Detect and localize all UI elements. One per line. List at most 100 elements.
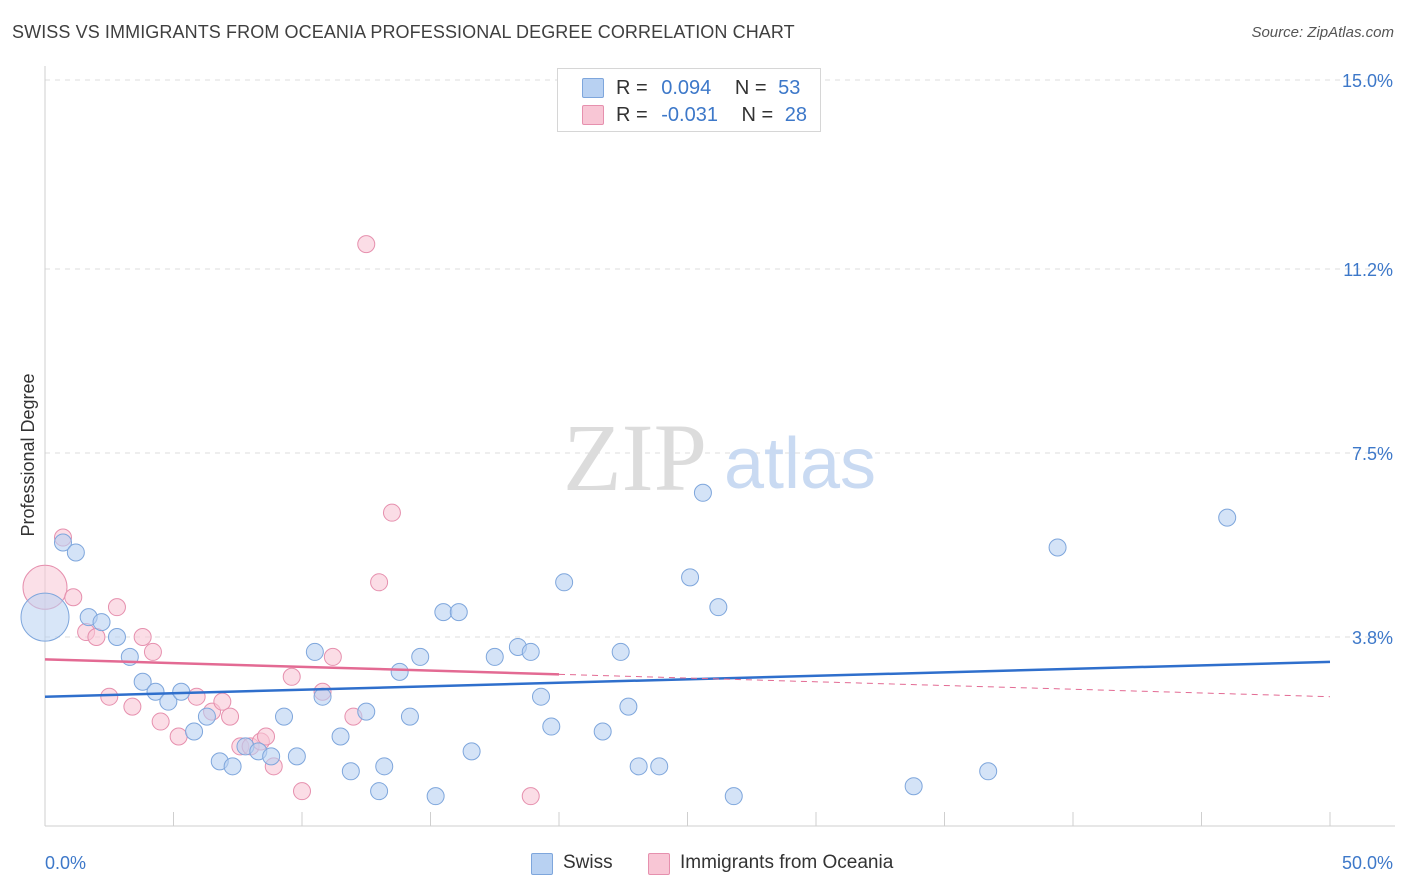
n-label: N = bbox=[741, 104, 774, 126]
swiss-point bbox=[341, 762, 360, 781]
y-tick-label: 15.0% bbox=[1342, 71, 1393, 91]
swiss-point bbox=[400, 707, 419, 726]
oceania-point bbox=[133, 628, 152, 647]
n-value: 53 bbox=[778, 77, 801, 99]
oceania-point bbox=[64, 588, 83, 607]
y-tick-label: 3.8% bbox=[1352, 628, 1393, 648]
y-axis-label: Professional Degree bbox=[18, 373, 38, 536]
oceania-point bbox=[213, 692, 232, 711]
swiss-point bbox=[1218, 508, 1237, 527]
trend-lines bbox=[44, 658, 1331, 698]
oceania-point bbox=[357, 235, 376, 254]
swiss-point bbox=[693, 483, 712, 502]
watermark: ZIP atlas bbox=[563, 404, 876, 511]
oceania-point bbox=[169, 727, 188, 746]
oceania-point bbox=[87, 628, 106, 647]
swiss-point bbox=[724, 787, 743, 806]
swiss-point bbox=[275, 707, 294, 726]
swiss-swatch bbox=[531, 853, 553, 875]
y-tick-label: 7.5% bbox=[1352, 444, 1393, 464]
legend-label-oceania: Immigrants from Oceania bbox=[680, 852, 894, 873]
swiss-point bbox=[709, 598, 728, 617]
oceania-point bbox=[100, 687, 119, 706]
swiss-swatch bbox=[582, 78, 604, 98]
swiss-point bbox=[92, 613, 111, 632]
n-label: N = bbox=[734, 77, 767, 99]
swiss-point bbox=[313, 687, 332, 706]
swiss-point bbox=[357, 702, 376, 721]
swiss-point bbox=[107, 628, 126, 647]
swiss-point bbox=[426, 787, 445, 806]
oceania-point bbox=[323, 647, 342, 666]
swiss-point bbox=[1048, 538, 1067, 557]
chart-title: SWISS VS IMMIGRANTS FROM OCEANIA PROFESS… bbox=[12, 22, 795, 42]
oceania-point bbox=[521, 787, 540, 806]
oceania-trend-extension bbox=[558, 673, 1331, 698]
n-value: 28 bbox=[784, 104, 808, 126]
swiss-point bbox=[532, 687, 551, 706]
swiss-point bbox=[375, 757, 394, 776]
swiss-point bbox=[146, 682, 165, 701]
oceania-point bbox=[143, 642, 162, 661]
r-value: -0.031 bbox=[661, 104, 718, 126]
swiss-point bbox=[542, 717, 561, 736]
oceania-point bbox=[187, 687, 206, 706]
watermark-zip: ZIP bbox=[563, 404, 707, 511]
x-tick-label-min: 0.0% bbox=[45, 853, 86, 873]
swiss-point bbox=[390, 662, 409, 681]
swiss-point bbox=[185, 722, 204, 741]
swiss-trend-line bbox=[44, 660, 1331, 698]
swiss-point bbox=[462, 742, 481, 761]
oceania-point bbox=[123, 697, 142, 716]
oceania-point bbox=[382, 503, 401, 522]
swiss-point bbox=[370, 782, 389, 801]
watermark-atlas: atlas bbox=[724, 424, 876, 504]
swiss-point bbox=[53, 533, 72, 552]
source-label: Source: ZipAtlas.com bbox=[1251, 24, 1394, 41]
swiss-point bbox=[904, 777, 923, 796]
swiss-point bbox=[521, 642, 540, 661]
oceania-point bbox=[151, 712, 170, 731]
swiss-point bbox=[331, 727, 350, 746]
swiss-point bbox=[197, 707, 216, 726]
r-label: R = bbox=[616, 104, 648, 126]
swiss-point bbox=[681, 568, 700, 587]
legend-label-swiss: Swiss bbox=[563, 852, 613, 873]
axes bbox=[44, 66, 1395, 827]
oceania-trend-line bbox=[44, 658, 560, 676]
swiss-point bbox=[593, 722, 612, 741]
swiss-point bbox=[611, 642, 630, 661]
swiss-point bbox=[305, 642, 324, 661]
swiss-point bbox=[449, 603, 468, 622]
grid-lines bbox=[45, 79, 1395, 638]
swiss-point bbox=[555, 573, 574, 592]
swiss-point bbox=[629, 757, 648, 776]
oceania-point bbox=[257, 727, 276, 746]
swiss-point bbox=[619, 697, 638, 716]
swiss-point bbox=[485, 647, 504, 666]
oceania-point bbox=[282, 667, 301, 686]
oceania-point bbox=[293, 782, 311, 801]
r-label: R = bbox=[616, 77, 648, 99]
swiss-point bbox=[287, 747, 306, 766]
y-tick-label: 11.2% bbox=[1343, 260, 1393, 280]
oceania-point bbox=[221, 707, 240, 726]
swiss-point bbox=[650, 757, 669, 776]
swiss-point bbox=[434, 603, 453, 622]
swiss-point bbox=[133, 672, 152, 691]
oceania-swatch bbox=[582, 105, 604, 125]
oceania-swatch bbox=[648, 853, 670, 875]
swiss-points bbox=[20, 483, 1237, 806]
oceania-point bbox=[370, 573, 389, 592]
swiss-point bbox=[411, 647, 430, 666]
x-tick-label-max: 50.0% bbox=[1342, 853, 1393, 873]
swiss-point bbox=[20, 592, 70, 642]
tick-labels: 3.8% 7.5% 11.2% 15.0% 0.0% 50.0% bbox=[45, 71, 1393, 873]
swiss-point bbox=[66, 543, 85, 562]
r-value: 0.094 bbox=[661, 77, 712, 99]
oceania-point bbox=[107, 598, 126, 617]
swiss-point bbox=[262, 747, 281, 766]
stats-legend: R = 0.094 N = 53 R = -0.031 N = 28 bbox=[557, 68, 821, 132]
swiss-point bbox=[223, 757, 242, 776]
